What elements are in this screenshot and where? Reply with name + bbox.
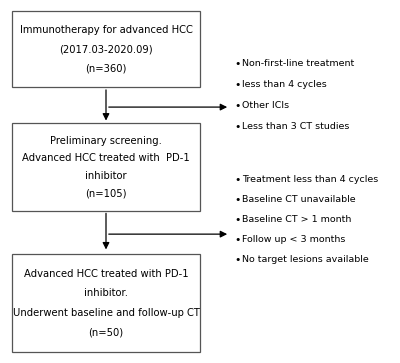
- Text: •: •: [234, 254, 240, 265]
- Text: (n=360): (n=360): [85, 63, 127, 73]
- Text: Advanced HCC treated with PD-1: Advanced HCC treated with PD-1: [24, 269, 188, 279]
- Text: •: •: [234, 101, 240, 111]
- Text: Advanced HCC treated with  PD-1: Advanced HCC treated with PD-1: [22, 153, 190, 163]
- Text: inhibitor.: inhibitor.: [84, 288, 128, 298]
- Text: Follow up < 3 months: Follow up < 3 months: [242, 235, 345, 244]
- Text: •: •: [234, 58, 240, 69]
- Text: •: •: [234, 79, 240, 90]
- Text: less than 4 cycles: less than 4 cycles: [242, 80, 327, 89]
- Text: •: •: [234, 175, 240, 185]
- Text: Preliminary screening.: Preliminary screening.: [50, 136, 162, 146]
- FancyBboxPatch shape: [12, 11, 200, 87]
- Text: No target lesions available: No target lesions available: [242, 255, 369, 264]
- Text: •: •: [234, 122, 240, 132]
- Text: Underwent baseline and follow-up CT: Underwent baseline and follow-up CT: [12, 308, 200, 318]
- Text: •: •: [234, 195, 240, 205]
- FancyBboxPatch shape: [12, 254, 200, 352]
- Text: (2017.03-2020.09): (2017.03-2020.09): [59, 44, 153, 54]
- Text: •: •: [234, 234, 240, 245]
- Text: Baseline CT > 1 month: Baseline CT > 1 month: [242, 215, 351, 224]
- Text: Treatment less than 4 cycles: Treatment less than 4 cycles: [242, 175, 378, 184]
- Text: Immunotherapy for advanced HCC: Immunotherapy for advanced HCC: [20, 25, 192, 35]
- Text: Less than 3 CT studies: Less than 3 CT studies: [242, 122, 349, 131]
- Text: Other ICIs: Other ICIs: [242, 101, 289, 110]
- Text: •: •: [234, 215, 240, 225]
- Text: inhibitor: inhibitor: [85, 171, 127, 181]
- Text: (n=105): (n=105): [85, 188, 127, 198]
- FancyBboxPatch shape: [12, 123, 200, 211]
- Text: Non-first-line treatment: Non-first-line treatment: [242, 59, 354, 68]
- Text: (n=50): (n=50): [88, 327, 124, 338]
- Text: Baseline CT unavailable: Baseline CT unavailable: [242, 195, 356, 204]
